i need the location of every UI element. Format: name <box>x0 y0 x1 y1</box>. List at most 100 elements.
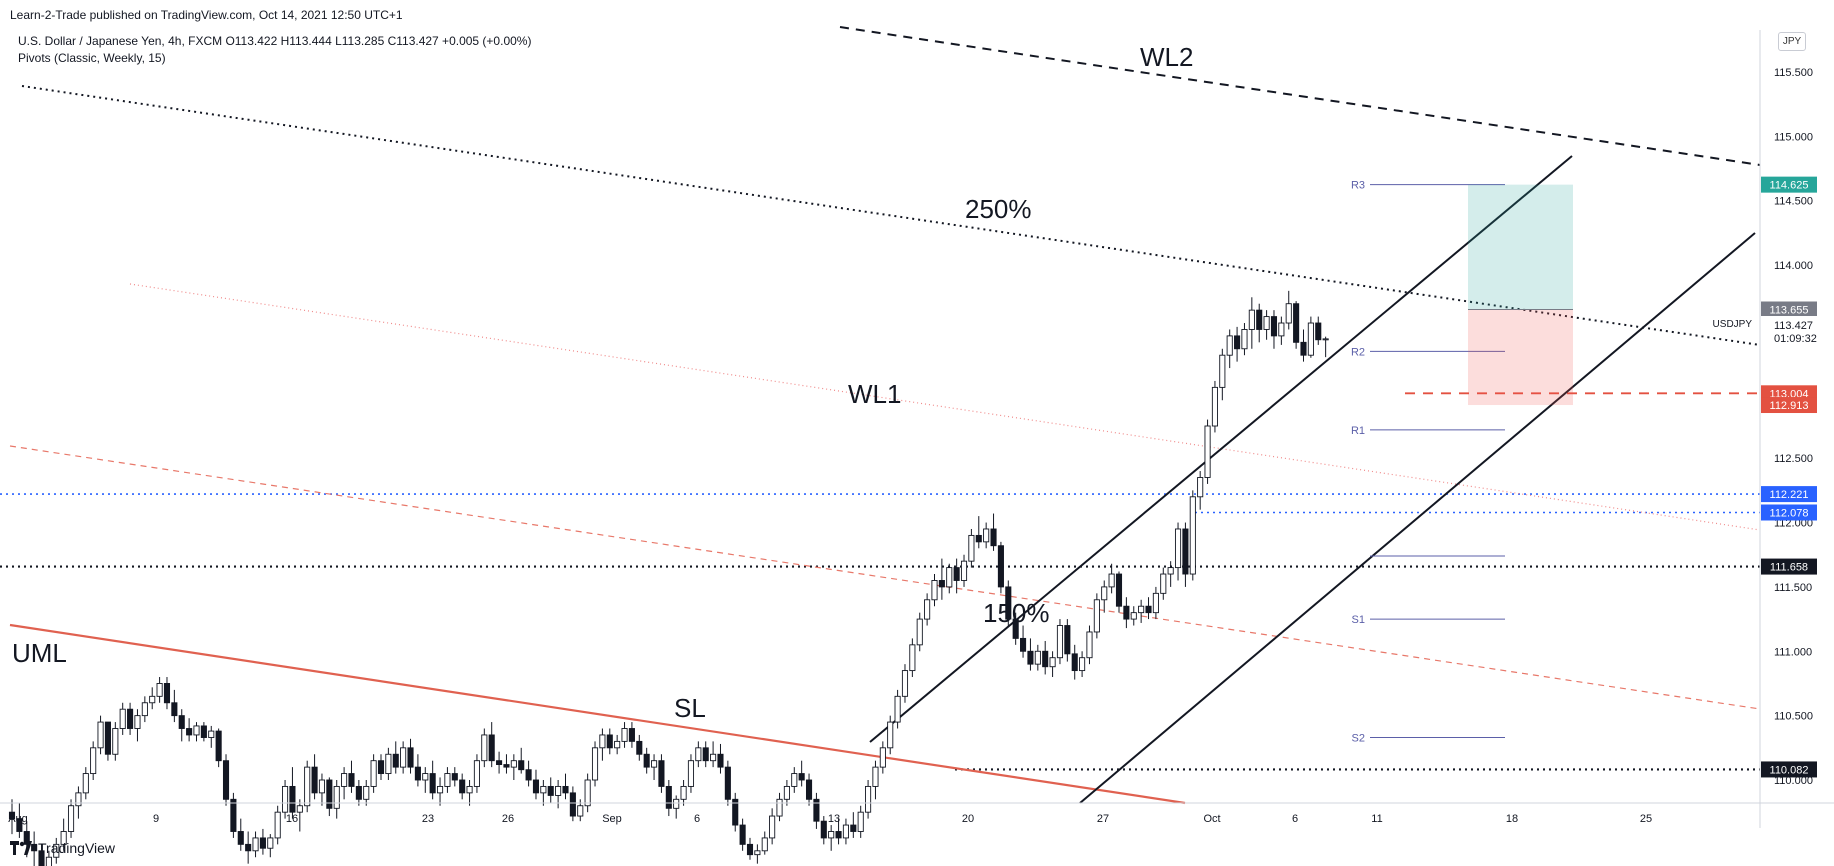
candle-body <box>695 747 702 762</box>
candle-body <box>1300 341 1307 356</box>
candle-body <box>1138 605 1145 614</box>
candle-body <box>1174 528 1182 569</box>
candle-body <box>186 728 193 736</box>
candle-body <box>547 785 554 796</box>
candle-body <box>1123 605 1130 620</box>
candlestick-series <box>8 290 1329 866</box>
footer-brand[interactable]: TradingView <box>10 840 115 856</box>
candle-body <box>1115 573 1123 607</box>
price-tag-label: 112.221 <box>1770 489 1809 501</box>
channel-lower-line <box>1079 232 1756 804</box>
candle-body <box>1182 528 1189 575</box>
price-tick-label: 115.000 <box>1774 131 1813 143</box>
time-tick-label: 16 <box>286 813 298 825</box>
candle-body <box>1226 335 1233 356</box>
candle-body <box>222 760 230 800</box>
annotation-wl1: WL1 <box>848 379 901 409</box>
candle-body <box>894 695 901 723</box>
candle-body <box>975 534 982 543</box>
candle-body <box>761 837 768 852</box>
candle-body <box>658 760 665 787</box>
lower-dashed-line <box>9 445 1761 710</box>
pivot-label: S2 <box>1352 733 1365 745</box>
candle-body <box>651 760 658 768</box>
price-tick-label: 112.500 <box>1774 453 1813 465</box>
candle-body <box>621 728 628 742</box>
candle-body <box>400 747 407 768</box>
candle-body <box>149 695 156 704</box>
candle-body <box>392 753 399 768</box>
annotation-150pct: 150% <box>983 598 1050 628</box>
currency-button[interactable]: JPY <box>1778 32 1806 51</box>
candle-body <box>208 730 215 738</box>
candle-body <box>739 824 746 845</box>
candle-body <box>90 747 97 775</box>
candle-body <box>717 753 724 768</box>
candle-body <box>355 785 362 800</box>
candle-body <box>960 560 968 581</box>
candle-body <box>119 708 126 729</box>
candle-body <box>259 837 266 849</box>
candle-body <box>318 779 326 794</box>
candle-body <box>532 779 540 794</box>
candle-body <box>1197 477 1204 498</box>
price-tag <box>1761 761 1817 778</box>
symbol-ohlc-legend: U.S. Dollar / Japanese Yen, 4h, FXCM O11… <box>18 34 532 48</box>
candle-body <box>104 721 111 755</box>
candle-body <box>990 528 997 547</box>
candle-body <box>311 766 318 794</box>
candle-body <box>67 805 75 832</box>
candle-body <box>215 730 222 762</box>
candle-body <box>746 843 754 856</box>
candle-body <box>665 785 672 809</box>
candle-body <box>968 534 975 562</box>
candle-body <box>1204 425 1211 478</box>
candle-body <box>289 785 296 813</box>
candle-body <box>953 567 960 581</box>
candle-body <box>1079 657 1086 672</box>
candle-body <box>680 785 687 800</box>
candle-body <box>1167 567 1174 575</box>
candle-body <box>828 831 835 839</box>
candle-body <box>783 785 790 800</box>
candle-body <box>31 843 38 852</box>
candle-body <box>141 702 148 717</box>
candle-body <box>1101 586 1108 601</box>
time-tick-label: 11 <box>1371 813 1382 825</box>
candle-body <box>75 792 82 807</box>
candle-body <box>496 760 503 766</box>
candle-body <box>555 785 562 796</box>
pivot-label: R2 <box>1351 346 1365 358</box>
candle-body <box>171 702 178 717</box>
time-tick-label: 25 <box>1640 813 1652 825</box>
pivots-indicator-legend[interactable]: Pivots (Classic, Weekly, 15) <box>18 51 166 65</box>
price-tag-label: 112.078 <box>1770 508 1809 520</box>
uml-line <box>9 623 1186 805</box>
candle-body <box>333 785 340 809</box>
pivot-label: S1 <box>1352 614 1365 626</box>
candle-body <box>503 764 510 768</box>
candle-body <box>865 785 872 813</box>
candle-body <box>525 769 532 781</box>
candle-body <box>60 831 67 845</box>
time-tick-label: 6 <box>694 813 700 825</box>
pivot-label: R1 <box>1351 425 1365 437</box>
candle-body <box>835 831 842 839</box>
candle-body <box>1049 657 1056 668</box>
price-tag <box>1761 486 1817 503</box>
candle-body <box>872 766 879 787</box>
candle-body <box>1152 592 1159 614</box>
candle-body <box>16 818 23 832</box>
price-tag <box>1761 397 1817 414</box>
candle-body <box>473 760 480 787</box>
candle-body <box>1278 322 1285 337</box>
candle-body <box>296 805 303 813</box>
candle-body <box>1241 329 1248 350</box>
candle-body <box>820 820 827 839</box>
candle-body <box>1248 309 1255 330</box>
price-tag-label: 114.625 <box>1770 180 1809 192</box>
candle-body <box>200 725 207 738</box>
price-tag <box>1761 504 1817 521</box>
candle-body <box>1160 573 1167 594</box>
